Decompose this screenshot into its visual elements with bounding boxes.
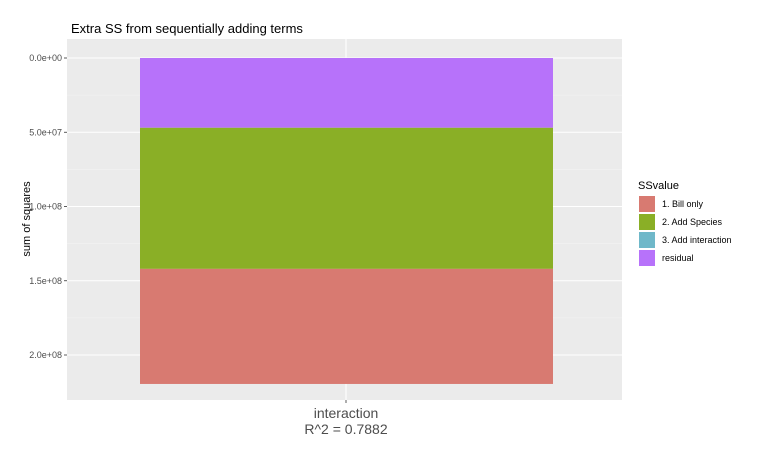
y-tick-label: 1.5e+08	[29, 276, 62, 286]
legend-key-2-add-species	[639, 214, 655, 230]
bar-segment-residual	[140, 58, 553, 128]
legend: SSvalue 1. Bill only 2. Add Species 3. Add…	[638, 180, 732, 266]
y-tick-label: 1.0e+08	[29, 202, 62, 212]
bar-segment-1-bill-only	[140, 268, 553, 384]
legend-label-residual: residual	[662, 253, 694, 263]
legend-label-1-bill-only: 1. Bill only	[662, 199, 704, 209]
stacked-bar	[140, 58, 553, 384]
chart-title: Extra SS from sequentially adding terms	[71, 21, 303, 36]
bar-segment-2-add-species	[140, 127, 553, 269]
y-tick-label: 0.0e+00	[29, 53, 62, 63]
legend-label-2-add-species: 2. Add Species	[662, 217, 723, 227]
legend-key-residual	[639, 250, 655, 266]
x-tick-sublabel: R^2 = 0.7882	[304, 421, 387, 437]
legend-title: SSvalue	[638, 180, 679, 192]
y-axis: 0.0e+00 5.0e+07 1.0e+08 1.5e+08 2.0e+08	[29, 53, 67, 360]
legend-label-3-add-interaction: 3. Add interaction	[662, 235, 732, 245]
x-tick-label: interaction	[314, 405, 379, 421]
legend-key-1-bill-only	[639, 196, 655, 212]
y-tick-label: 2.0e+08	[29, 350, 62, 360]
y-tick-label: 5.0e+07	[29, 127, 62, 137]
legend-key-3-add-interaction	[639, 232, 655, 248]
y-axis-label: sum of squares	[21, 181, 33, 257]
